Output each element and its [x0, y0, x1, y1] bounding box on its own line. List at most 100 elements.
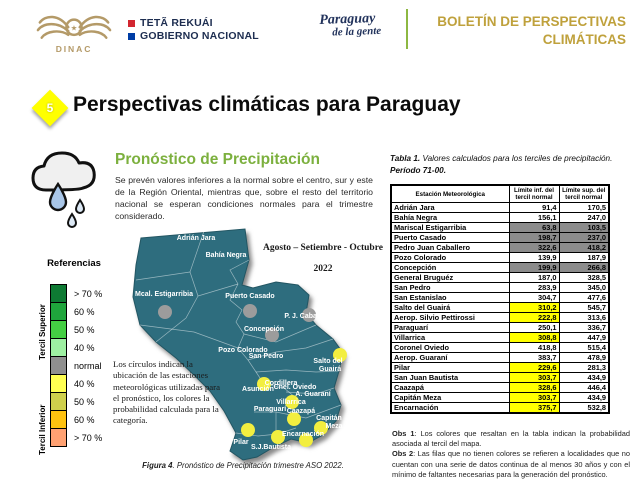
legend-label: 40 % [74, 342, 95, 353]
legend-swatch [50, 320, 67, 339]
table-cell: 229,6 [508, 362, 560, 374]
station-dots [158, 304, 347, 447]
table-cell: 313,6 [558, 312, 610, 324]
legend-label: 50 % [74, 396, 95, 407]
legend-item: 60 % [50, 410, 95, 429]
table-cell: 170,5 [558, 202, 610, 214]
legend-label: 50 % [74, 324, 95, 335]
yellow-station-dot [257, 377, 271, 391]
map-station-label: Salto del [313, 358, 342, 365]
legend-swatch [50, 284, 67, 303]
table-cell: 283,9 [508, 282, 560, 294]
legend-swatch [50, 374, 67, 393]
table-cell: 247,0 [558, 212, 610, 224]
table-row: San Estanislao 304,7 477,6 [390, 292, 610, 304]
table-cell: Aerop. Silvio Pettirossi [390, 312, 510, 324]
table-header-cell: Estación Meteorológica [390, 184, 510, 204]
map-station-label: Bahía Negra [206, 252, 247, 259]
legend-swatch [50, 392, 67, 411]
table-cell: Concepción [390, 262, 510, 274]
legend-swatch [50, 356, 67, 375]
map-station-label: Cnel. Oviedo [274, 384, 317, 391]
yellow-station-dot [271, 430, 285, 444]
legend-label: > 70 % [74, 288, 103, 299]
table-cell: 418,8 [508, 342, 560, 354]
figure-caption: Figura 4. Pronóstico de Precipitación tr… [112, 461, 374, 470]
yellow-station-dot [314, 421, 328, 435]
table-cell: 187,9 [558, 252, 610, 264]
table-cell: 478,9 [558, 352, 610, 364]
table-row: Concepción 199,9 266,8 [390, 262, 610, 274]
legend-title: Referencias [47, 258, 101, 269]
table-cell: Pilar [390, 362, 510, 374]
legend: Tercil Superior Tercil Inferior > 70 % 60… [30, 284, 125, 456]
table-cell: Bahía Negra [390, 212, 510, 224]
table-cell: 446,4 [558, 382, 610, 394]
legend-item: 50 % [50, 392, 95, 411]
gov-line-2: GOBIERNO NACIONAL [128, 30, 259, 43]
legend-label: 60 % [74, 306, 95, 317]
table-header-row: Estación Meteorológica Límite inf. del te… [390, 184, 610, 204]
table-cell: 447,9 [558, 332, 610, 344]
tercil-superior-label: Tercil Superior [38, 304, 47, 360]
gov-line-1: TETÃ REKUÁI [128, 17, 259, 30]
section-number: 5 [46, 101, 54, 115]
table-cell: 328,6 [508, 382, 560, 394]
table-cell: Mariscal Estigarribia [390, 222, 510, 234]
table-cell: 266,8 [558, 262, 610, 274]
table-cell: 91,4 [508, 202, 560, 214]
legend-item: normal [50, 356, 102, 375]
period-year: 2022 [313, 264, 333, 274]
table-cell: 250,1 [508, 322, 560, 334]
map-station-label: Caazapá [287, 408, 316, 415]
table-row: San Pedro 283,9 345,0 [390, 282, 610, 294]
table-cell: Coronel Oviedo [390, 342, 510, 354]
table-cell: 308,8 [508, 332, 560, 344]
table-cell: 328,5 [558, 272, 610, 284]
map-station-label: Encarnación [282, 431, 324, 438]
table-row: Pedro Juan Caballero 322,6 418,2 [390, 242, 610, 254]
table-row: Caazapá 328,6 446,4 [390, 382, 610, 394]
table-cell: Capitán Meza [390, 392, 510, 404]
yellow-station-dot [241, 423, 255, 437]
map-station-label: Paraguarí [254, 406, 287, 413]
table-cell: Salto del Guairá [390, 302, 510, 314]
table-cell: 477,6 [558, 292, 610, 304]
table-cell: 418,2 [558, 242, 610, 254]
forecast-heading: Pronóstico de Precipitación [115, 151, 320, 168]
dinac-logo: ★ DINAC [36, 15, 112, 54]
figure-caption-rest: . Pronóstico de Precipitación trimestre … [172, 461, 344, 470]
map-station-label: Pilar [233, 439, 248, 446]
gov-line-2-label: GOBIERNO NACIONAL [140, 30, 259, 43]
table-cell: 375,7 [508, 402, 560, 414]
map-station-label: San Pedro [249, 353, 284, 360]
table-cell: 63,8 [508, 222, 560, 234]
table-cell: 532,8 [558, 402, 610, 414]
blue-square-icon [128, 33, 135, 41]
map-station-label: A. Guaraní [295, 391, 331, 398]
legend-item: 60 % [50, 302, 95, 321]
table-row: San Juan Bautista 303,7 434,9 [390, 372, 610, 384]
map-station-label: P. J. Caballero [284, 313, 331, 320]
table-row: General Bruguéz 187,0 328,5 [390, 272, 610, 284]
table-cell: 434,9 [558, 392, 610, 404]
legend-label: > 70 % [74, 432, 103, 443]
table-cell: 434,9 [558, 372, 610, 384]
table-header-cell: Límite inf. del tercil normal [508, 184, 560, 204]
table-row: Mariscal Estigarribia 63,8 103,5 [390, 222, 610, 234]
table-cell: 345,0 [558, 282, 610, 294]
legend-label: normal [74, 360, 102, 371]
table-row: Pilar 229,6 281,3 [390, 362, 610, 374]
table-cell: 322,6 [508, 242, 560, 254]
table-head: Estación Meteorológica Límite inf. del te… [390, 184, 610, 204]
table-cell: Paraguarí [390, 322, 510, 334]
table-cell: Adrián Jara [390, 202, 510, 214]
table-row: Puerto Casado 198,7 237,0 [390, 232, 610, 244]
table-cell: 187,0 [508, 272, 560, 284]
table-title: Tabla 1. Valores calculados para los ter… [390, 153, 632, 177]
table-row: Paraguarí 250,1 336,7 [390, 322, 610, 334]
map-note: Los círculos indican la ubicación de las… [113, 359, 220, 426]
gray-station-dot [265, 328, 279, 342]
map-station-label: Concepción [244, 326, 284, 333]
